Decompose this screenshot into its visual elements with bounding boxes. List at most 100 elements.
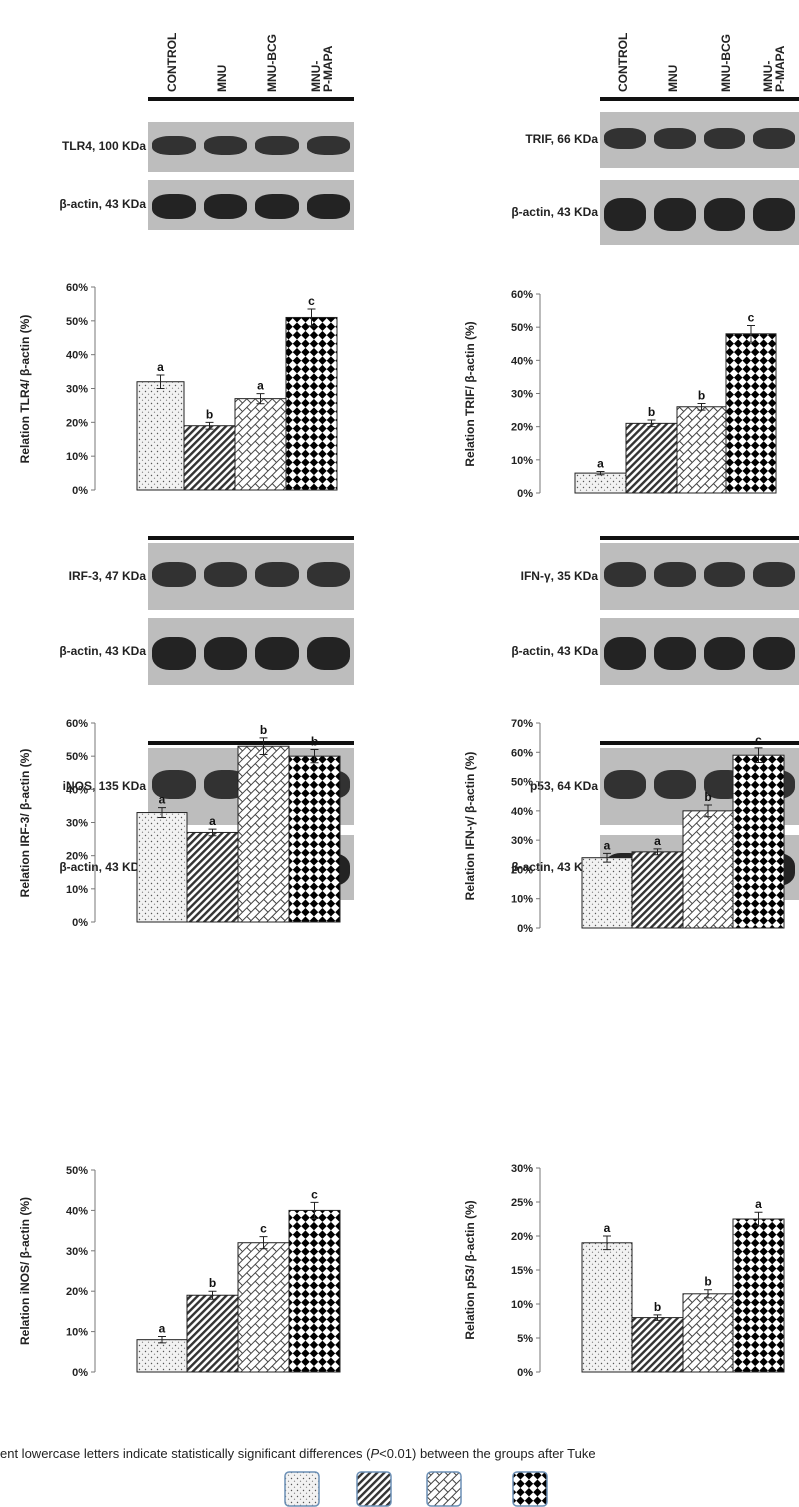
y-tick-label: 40%: [66, 1205, 88, 1217]
legend-swatch-rect: [356, 1471, 392, 1507]
y-tick-label: 30%: [66, 384, 88, 396]
y-tick-label: 30%: [66, 1246, 88, 1258]
legend-swatch: [426, 1471, 462, 1507]
error-bar: [647, 419, 656, 428]
legend-swatch-rect: [426, 1471, 462, 1507]
bar: [288, 1209, 341, 1373]
y-tick-label: 0%: [72, 485, 88, 497]
protein-band: [604, 769, 646, 799]
bar: [136, 381, 185, 491]
significance-letter: b: [206, 407, 213, 421]
protein-band: [306, 194, 350, 219]
protein-band: [203, 194, 247, 219]
y-tick-label: 0%: [517, 923, 533, 935]
error-bar: [754, 1211, 763, 1227]
error-bar: [259, 1236, 268, 1250]
significance-letter: a: [597, 456, 604, 470]
target-blot-image: [148, 543, 354, 610]
error-bar: [653, 1314, 662, 1321]
significance-letter: c: [260, 1222, 267, 1236]
y-tick-label: 50%: [66, 1165, 88, 1177]
y-tick-label: 20%: [66, 1286, 88, 1298]
protein-band: [255, 636, 299, 671]
protein-band: [255, 136, 299, 155]
y-axis-label: Relation IFN-γ/ β-actin (%): [463, 751, 477, 900]
bar: [732, 1218, 785, 1373]
y-tick-label: 60%: [511, 289, 533, 301]
y-tick-label: 30%: [511, 835, 533, 847]
y-tick-label: 10%: [511, 894, 533, 906]
protein-band: [255, 561, 299, 588]
actin-band-label: β-actin, 43 KDa: [511, 204, 598, 219]
y-tick-label: 30%: [511, 1163, 533, 1175]
y-tick-label: 40%: [511, 806, 533, 818]
protein-band: [753, 198, 795, 231]
y-tick-label: 20%: [511, 1231, 533, 1243]
bar: [581, 1242, 633, 1373]
protein-band: [753, 769, 795, 799]
actin-blot-image: [148, 618, 354, 685]
actin-band-label: β-actin, 43 KDa: [511, 859, 598, 874]
blot-header-rule: [148, 97, 354, 101]
y-axis-label: Relation TRIF/ β-actin (%): [463, 320, 477, 467]
y-tick-label: 0%: [72, 917, 88, 929]
protein-band: [653, 561, 696, 588]
y-tick-label: 0%: [72, 1367, 88, 1379]
y-tick-label: 20%: [66, 417, 88, 429]
y-tick-label: 10%: [511, 1299, 533, 1311]
target-band-label: TRIF, 66 KDa: [525, 132, 598, 146]
protein-band: [753, 636, 795, 671]
protein-band: [203, 561, 247, 588]
significance-letter: c: [308, 294, 315, 308]
y-tick-label: 40%: [66, 350, 88, 362]
bar: [136, 1339, 188, 1373]
y-tick-label: 10%: [511, 455, 533, 467]
error-bar: [208, 1290, 217, 1300]
y-tick-label: 0%: [517, 1367, 533, 1379]
significance-letter: b: [260, 723, 267, 737]
target-band-label: TLR4, 100 KDa: [61, 139, 146, 153]
bar: [682, 1293, 734, 1373]
protein-band: [653, 127, 696, 149]
actin-blot-image: [600, 835, 799, 900]
protein-band: [653, 769, 696, 799]
legend-swatch-rect: [284, 1471, 320, 1507]
protein-band: [604, 198, 646, 231]
actin-band-label: β-actin, 43 KDa: [59, 859, 146, 874]
protein-band: [306, 853, 350, 886]
protein-band: [306, 636, 350, 671]
bar: [625, 422, 678, 494]
protein-band: [152, 636, 196, 671]
significance-letter: b: [698, 388, 705, 402]
lane-label: MNU-BCG: [719, 34, 733, 92]
target-band-label: iNOS, 135 KDa: [62, 778, 146, 793]
y-tick-label: 10%: [66, 451, 88, 463]
blot-header-rule: [600, 741, 799, 745]
significance-letter: a: [755, 1197, 762, 1211]
actin-band-label: β-actin, 43 KDa: [59, 197, 146, 211]
lane-label: MNU-BCG: [265, 34, 279, 92]
lane-label: MNU- P-MAPA: [309, 45, 335, 92]
significance-letter: a: [159, 1321, 166, 1335]
protein-band: [653, 853, 696, 886]
protein-band: [152, 853, 196, 886]
footnote: ent lowercase letters indicate statistic…: [0, 1446, 596, 1461]
legend-swatch: [284, 1471, 320, 1507]
target-blot-image: [600, 748, 799, 825]
blot-header-rule: [600, 97, 799, 101]
protein-band: [152, 769, 196, 799]
target-blot-image: [148, 748, 354, 825]
error-bar: [256, 393, 265, 405]
bar: [725, 333, 777, 494]
protein-band: [653, 636, 696, 671]
y-tick-label: 60%: [66, 282, 88, 294]
y-tick-label: 40%: [511, 355, 533, 367]
protein-band: [152, 194, 196, 219]
bar: [237, 1242, 290, 1373]
error-bar: [205, 421, 214, 430]
y-tick-label: 30%: [511, 389, 533, 401]
target-band-label: IFN-γ, 35 KDa: [520, 568, 598, 583]
y-tick-label: 30%: [66, 818, 88, 830]
actin-band-label: β-actin, 43 KDa: [59, 643, 146, 658]
protein-band: [753, 561, 795, 588]
